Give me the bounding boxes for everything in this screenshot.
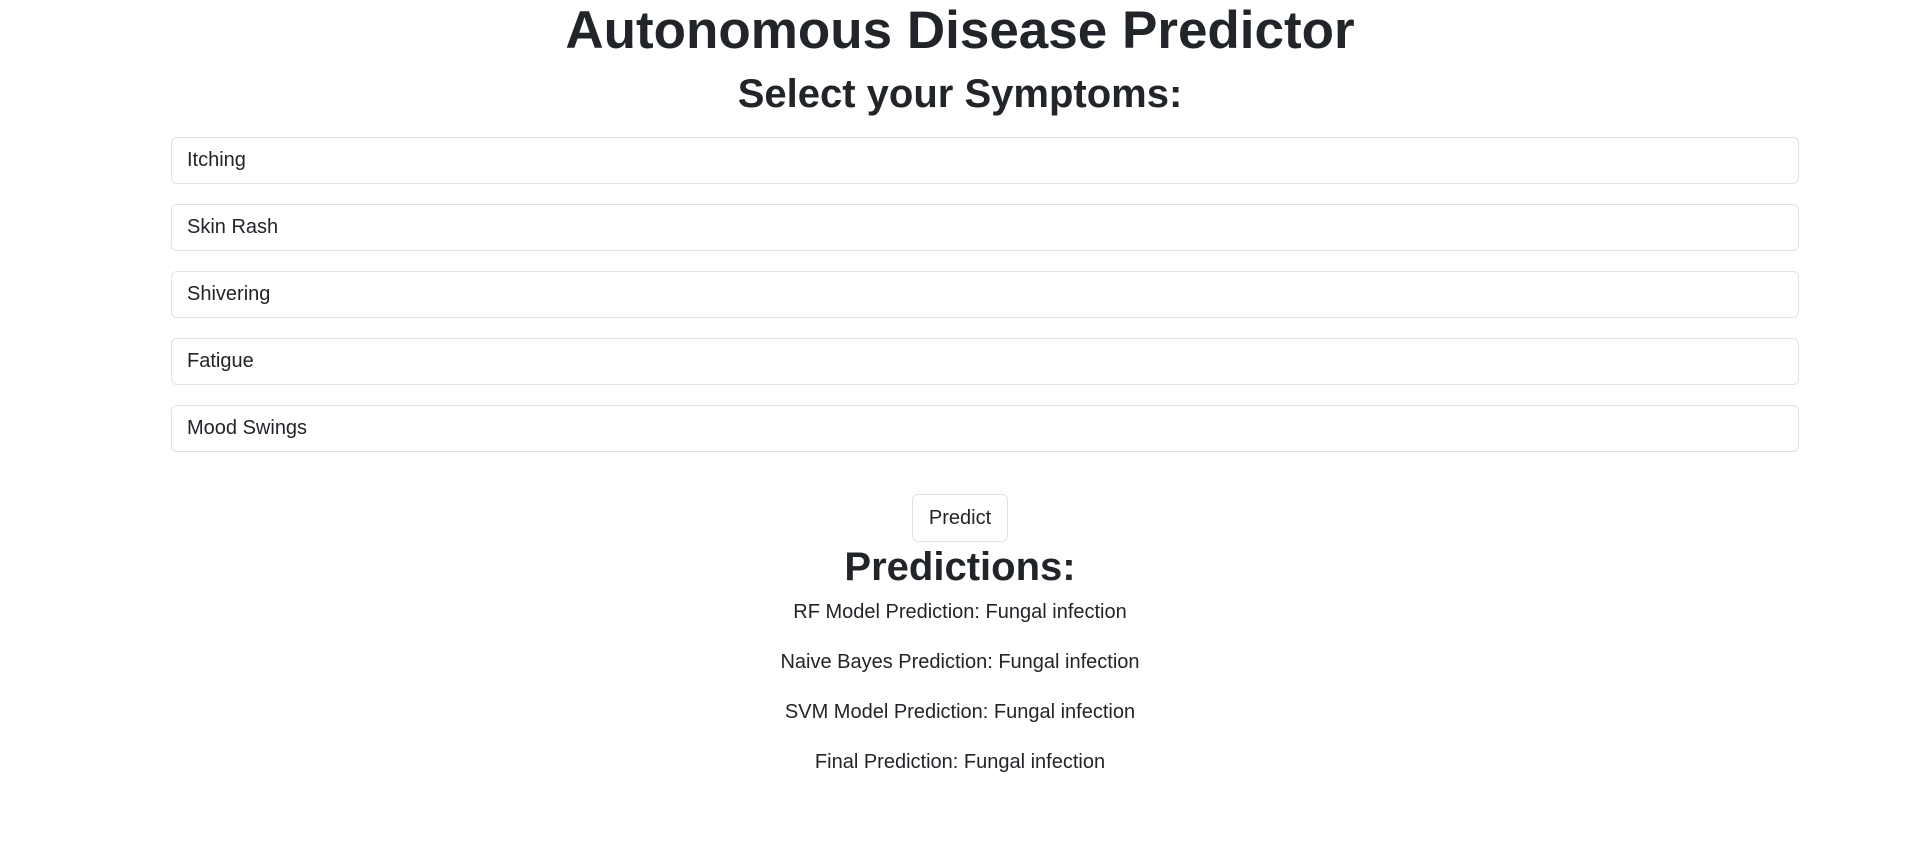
symptom-select-2[interactable]: Skin Rash (171, 204, 1799, 251)
svm-model-prediction: SVM Model Prediction: Fungal infection (784, 701, 1136, 723)
predict-button-container: Predict (0, 494, 1920, 542)
prediction-results: RF Model Prediction: Fungal infection Na… (0, 600, 1920, 800)
symptoms-heading: Select your Symptoms: (737, 72, 1183, 116)
symptom-select-5[interactable]: Mood Swings (171, 405, 1799, 452)
symptom-select-3[interactable]: Shivering (171, 271, 1799, 318)
rf-model-prediction: RF Model Prediction: Fungal infection (793, 601, 1127, 623)
app-title: Autonomous Disease Predictor (565, 1, 1355, 60)
symptom-select-list: Itching Skin Rash Shivering Fatigue Mood… (171, 137, 1799, 472)
predictions-heading: Predictions: (844, 545, 1076, 589)
final-prediction: Final Prediction: Fungal infection (814, 751, 1106, 773)
predict-button[interactable]: Predict (911, 494, 1009, 542)
symptom-select-1[interactable]: Itching (171, 137, 1799, 184)
symptom-select-4[interactable]: Fatigue (171, 338, 1799, 385)
naive-bayes-prediction: Naive Bayes Prediction: Fungal infection (780, 651, 1140, 673)
